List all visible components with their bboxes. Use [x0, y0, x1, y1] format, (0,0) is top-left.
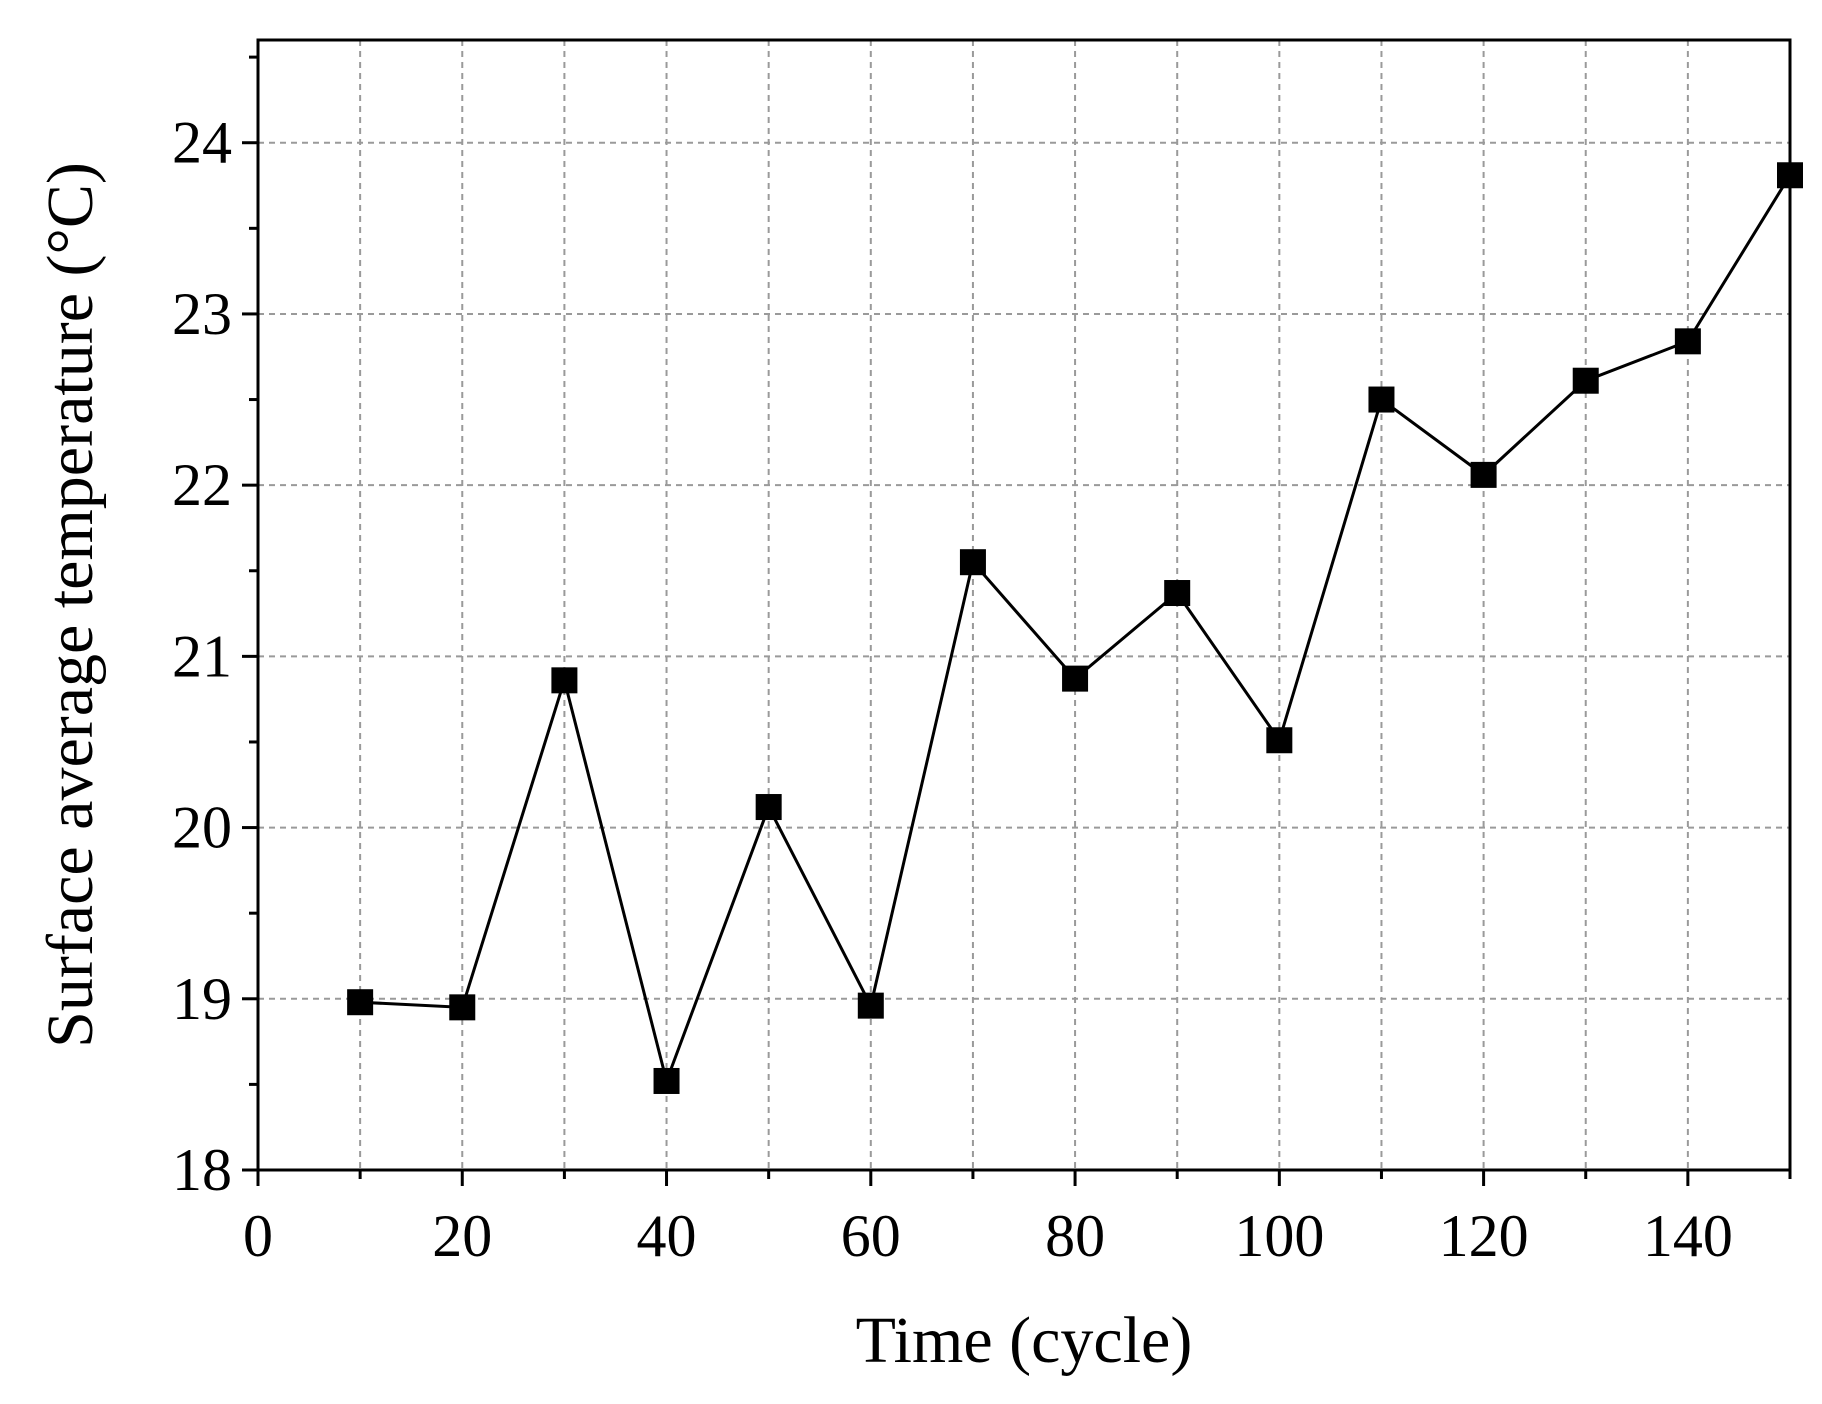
axis-ticks: [242, 55, 1792, 1186]
y-tick-labels: 18 19 20 21 22 23 24: [172, 110, 232, 1203]
data-point: [755, 794, 782, 821]
y-axis-title: Surface average temperature (°C): [34, 162, 107, 1048]
x-tick-label: 100: [1234, 1203, 1324, 1269]
data-point: [1470, 461, 1497, 488]
x-tick-label: 20: [432, 1203, 492, 1269]
data-point: [1164, 580, 1191, 607]
y-tick-label: 20: [172, 795, 232, 861]
y-tick-label: 23: [172, 281, 232, 347]
data-point: [959, 549, 986, 576]
data-point: [449, 994, 476, 1021]
y-tick-label: 18: [172, 1137, 232, 1203]
x-tick-label: 80: [1045, 1203, 1105, 1269]
series-layer: [347, 162, 1803, 1094]
grid: [258, 40, 1790, 1170]
x-tick-label: 120: [1439, 1203, 1529, 1269]
data-point: [551, 667, 578, 694]
x-tick-labels: 0 20 40 60 80 100 120 140: [243, 1203, 1733, 1269]
y-tick-label: 19: [172, 966, 232, 1032]
x-tick-label: 0: [243, 1203, 273, 1269]
plot-frame: [256, 38, 1792, 1172]
y-tick-label: 24: [172, 110, 232, 176]
y-tick-label: 22: [172, 452, 232, 518]
y-tick-label: 21: [172, 623, 232, 689]
data-point: [1062, 665, 1089, 692]
data-point: [1572, 367, 1599, 394]
data-point: [1674, 328, 1701, 355]
x-tick-label: 60: [841, 1203, 901, 1269]
data-point: [857, 992, 884, 1019]
x-axis-title: Time (cycle): [856, 1304, 1193, 1377]
data-point: [1266, 727, 1293, 754]
x-tick-label: 140: [1643, 1203, 1733, 1269]
data-point: [653, 1067, 680, 1094]
data-point: [347, 989, 374, 1016]
data-point: [1368, 386, 1395, 413]
x-tick-label: 40: [637, 1203, 697, 1269]
